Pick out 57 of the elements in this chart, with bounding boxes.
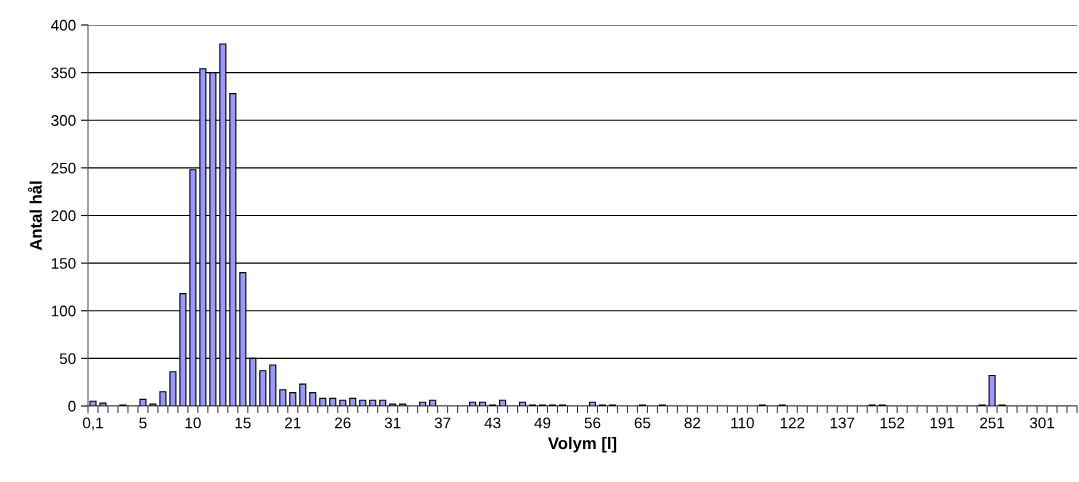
x-tick-label: 0,1: [82, 417, 103, 431]
bar: [339, 399, 347, 406]
bar: [519, 401, 527, 406]
bar: [89, 400, 97, 406]
y-tick-label: 200: [51, 210, 76, 222]
bar: [259, 370, 267, 406]
x-tick-label: 65: [634, 417, 651, 429]
bar: [499, 399, 507, 406]
bar: [279, 389, 287, 406]
bar: [169, 371, 177, 406]
y-tick-label: 50: [59, 353, 76, 365]
x-tick-label: 43: [484, 417, 501, 429]
x-tick-label: 21: [285, 417, 301, 429]
y-tick-label: 150: [51, 257, 76, 269]
x-tick-label: 31: [384, 417, 401, 429]
bar: [359, 399, 367, 406]
bar: [309, 392, 317, 406]
y-tick-label: 100: [51, 305, 76, 317]
bar: [588, 401, 597, 406]
x-tick-label: 26: [335, 417, 351, 429]
bar: [159, 391, 167, 406]
bar: [349, 397, 357, 406]
x-tick-label: 37: [434, 417, 451, 429]
bar: [329, 397, 337, 406]
bar: [319, 397, 327, 406]
x-tick-label: 137: [830, 417, 855, 429]
y-tick-label: 400: [51, 19, 76, 31]
y-tick-label: 350: [51, 67, 76, 79]
bar: [479, 401, 487, 406]
x-tick-label: 10: [185, 417, 201, 429]
y-tick-label: 250: [51, 162, 76, 174]
x-tick-label: 82: [684, 417, 701, 429]
bar: [269, 364, 277, 406]
bar: [469, 401, 477, 406]
x-tick-label: 301: [1029, 417, 1055, 429]
x-tick-label: 56: [584, 417, 601, 429]
bar: [429, 399, 437, 406]
bar: [299, 383, 307, 406]
x-tick-label: 152: [880, 417, 905, 429]
y-axis-title: Antal hål: [27, 181, 42, 251]
x-tick-label: 5: [139, 417, 147, 429]
bar: [419, 401, 427, 406]
x-tick-label: 49: [534, 417, 551, 429]
x-axis-title: Volym [l]: [548, 436, 617, 453]
bar: [988, 374, 996, 406]
bar: [139, 398, 147, 406]
y-tick-label: 300: [51, 115, 76, 126]
y-tick-label: 0: [68, 400, 76, 412]
x-tick-label: 110: [731, 417, 754, 429]
bar: [99, 402, 107, 406]
x-tick-label: 122: [780, 417, 805, 429]
bar: [289, 392, 297, 406]
x-tick-label: 15: [235, 417, 251, 429]
bar: [379, 399, 387, 406]
x-tick-label: 191: [930, 417, 955, 429]
bar: [369, 399, 377, 406]
x-tick-label: 251: [980, 417, 1005, 429]
